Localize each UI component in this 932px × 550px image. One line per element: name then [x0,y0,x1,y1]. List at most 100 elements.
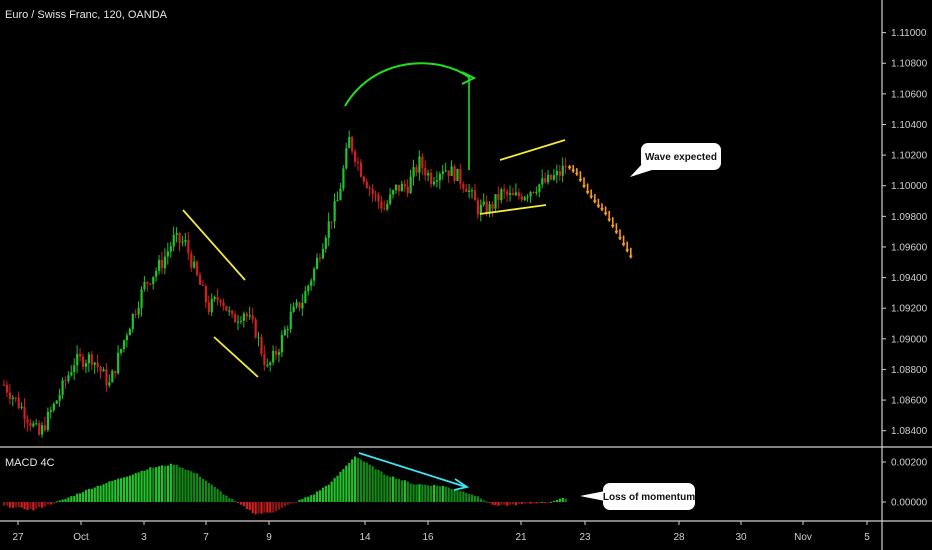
candle-body [295,302,298,307]
price-tick-label: 1.08400 [891,426,928,437]
macd-bar [520,502,523,504]
candle [564,157,567,175]
candle [128,327,131,336]
candle [509,185,512,202]
candle [207,295,210,316]
macd-bar [146,469,149,502]
trendline-upper-2 [499,139,566,161]
candle [196,260,199,277]
macd-bar [29,502,32,510]
candle-body [280,335,284,353]
candle-body [160,259,164,269]
candle [511,187,515,196]
candle-body [301,302,304,309]
candle [304,286,307,304]
candle-body [181,241,184,243]
candle-body [342,168,345,189]
macd-bar [216,488,219,502]
macd-bar [239,502,243,505]
candle-body [14,397,17,399]
candle-body [277,352,281,355]
macd-bar [17,502,20,508]
candle-body [304,291,307,303]
candle-body [307,285,310,292]
macd-bar [76,493,79,502]
candle-body [76,353,79,366]
candle-body [41,425,44,435]
candle [73,358,76,381]
macd-bar [49,502,52,505]
candle [79,347,82,362]
candle-body [424,167,427,176]
candle [152,276,155,290]
candle [184,232,187,247]
macd-bar [225,495,228,502]
macd-bar [476,496,480,502]
macd-bar [14,502,17,508]
candle-body [511,192,515,196]
time-tick-label: 14 [359,532,371,543]
candle-body [365,181,368,188]
candle-body [269,362,272,366]
macd-bar [269,502,272,513]
projection-arc [344,62,471,107]
time-tick-label: 23 [579,532,591,543]
macd-bar [272,502,275,513]
candle-body [163,256,167,269]
candle [43,416,47,433]
candle [260,334,263,357]
candle-body [374,193,377,195]
candle [333,193,336,229]
macd-bar [198,476,202,502]
candle-body [67,375,70,381]
macd-bar [368,464,371,502]
candle-body [251,315,254,320]
candle-body [430,172,433,185]
price-axis: 1.11000 1.10800 1.10600 1.10400 1.10200 1.100… [882,28,928,437]
candle-body [105,369,108,386]
candle-body [547,174,550,183]
trendline-lower-1 [213,336,259,378]
candle-body [96,362,99,368]
macd-bar [81,492,85,502]
time-tick-label: 30 [735,532,747,543]
candle-body [368,187,371,189]
candle-body [529,192,532,197]
macd-bar [494,502,497,506]
candle [272,345,275,366]
candle-body [526,196,529,198]
macd-bar [549,501,553,503]
candle [275,345,278,360]
candle [526,194,529,202]
candle [120,348,123,356]
macd-bar [339,471,342,502]
macd-bar [210,484,213,502]
macd-bar [160,465,164,502]
candle-body [549,174,553,180]
callout-box [641,143,721,170]
macd-bar [175,464,178,502]
candle-body [58,395,61,401]
macd-bar [196,473,199,502]
candle-body [166,251,169,257]
macd-bar [213,486,216,502]
candle [231,309,234,319]
macd-bar [506,502,509,506]
macd-bar [219,491,222,502]
candle-body [55,400,58,404]
candle-body [70,372,73,376]
macd-bar [471,494,474,502]
candle-body [351,137,354,152]
macd-bar [424,484,427,502]
candle [55,400,58,405]
candle-body [3,384,6,386]
price-tick-label: 1.08600 [891,396,928,407]
candle-body [143,281,146,290]
macd-bar [503,502,506,505]
candle-body [386,203,389,210]
candle [430,168,433,188]
candle-body [108,382,111,386]
candle [365,178,368,189]
macd-bar [41,502,44,508]
